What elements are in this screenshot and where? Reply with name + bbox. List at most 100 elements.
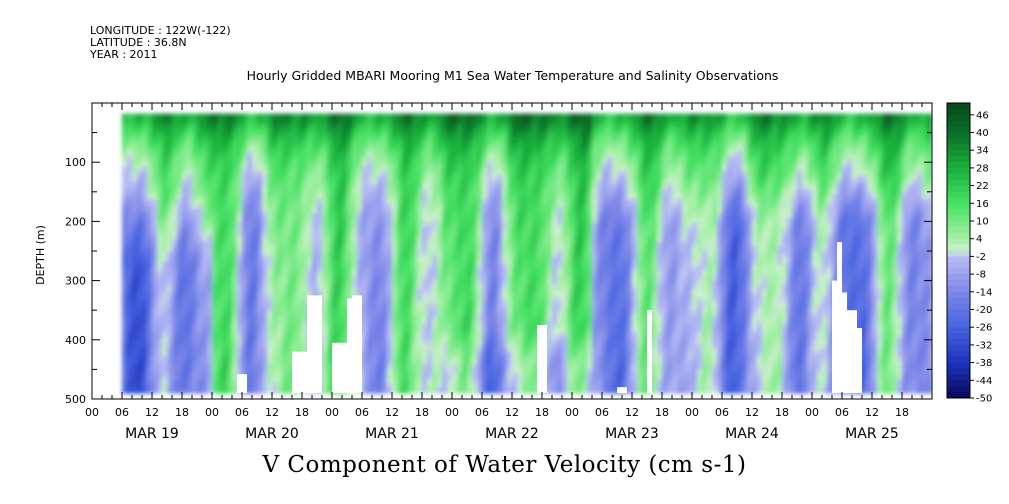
- heatmap-cell: [532, 326, 538, 333]
- heatmap-cell: [362, 184, 368, 191]
- heatmap-cell: [437, 113, 443, 119]
- heatmap-cell: [462, 255, 468, 262]
- heatmap-cell: [162, 284, 168, 290]
- heatmap-cell: [482, 194, 488, 200]
- heatmap-cell: [247, 222, 253, 228]
- heatmap-cell: [172, 213, 178, 219]
- heatmap-cell: [182, 189, 188, 195]
- heatmap-cell: [517, 255, 523, 262]
- heatmap-cell: [472, 378, 478, 385]
- heatmap-cell: [237, 132, 243, 138]
- heatmap-cell: [162, 198, 168, 205]
- heatmap-cell: [322, 227, 328, 233]
- heatmap-cell: [177, 345, 183, 352]
- heatmap-cell: [412, 151, 418, 157]
- heatmap-cell: [477, 137, 483, 143]
- heatmap-cell: [217, 374, 223, 380]
- heatmap-cell: [247, 123, 253, 129]
- heatmap-cell: [292, 251, 298, 257]
- heatmap-cell: [137, 255, 143, 262]
- heatmap-cell: [417, 113, 423, 119]
- heatmap-cell: [277, 326, 283, 333]
- heatmap-cell: [277, 246, 283, 252]
- heatmap-cell: [137, 298, 143, 304]
- heatmap-cell: [432, 303, 438, 309]
- heatmap-cell: [317, 236, 323, 243]
- heatmap-cell: [277, 284, 283, 290]
- heatmap-cell: [242, 203, 248, 209]
- heatmap-cell: [267, 274, 273, 281]
- heatmap-cell: [262, 307, 268, 314]
- heatmap-cell: [222, 284, 228, 290]
- heatmap-cell: [502, 336, 508, 342]
- heatmap-cell: [372, 203, 378, 209]
- heatmap-cell: [297, 274, 303, 281]
- heatmap-cell: [402, 364, 408, 370]
- heatmap-cell: [162, 123, 168, 129]
- heatmap-cell: [127, 146, 133, 153]
- heatmap-cell: [232, 142, 238, 148]
- heatmap-cell: [122, 312, 128, 318]
- heatmap-cell: [397, 127, 403, 134]
- heatmap-cell: [387, 113, 393, 119]
- heatmap-cell: [367, 246, 373, 252]
- heatmap-cell: [222, 189, 228, 195]
- heatmap-cell: [292, 132, 298, 138]
- heatmap-cell: [177, 326, 183, 333]
- heatmap-cell: [422, 156, 428, 162]
- heatmap-cell: [392, 189, 398, 195]
- heatmap-cell: [382, 179, 388, 186]
- heatmap-cell: [227, 184, 233, 191]
- heatmap-cell: [512, 161, 518, 167]
- heatmap-cell: [337, 317, 343, 323]
- heatmap-cell: [382, 137, 388, 143]
- heatmap-cell: [382, 227, 388, 233]
- heatmap-cell: [147, 345, 153, 352]
- heatmap-cell: [277, 184, 283, 191]
- heatmap-cell: [502, 213, 508, 219]
- heatmap-cell: [337, 165, 343, 172]
- heatmap-cell: [512, 198, 518, 205]
- heatmap-cell: [422, 241, 428, 247]
- heatmap-cell: [152, 189, 158, 195]
- heatmap-cell: [347, 118, 353, 124]
- heatmap-cell: [427, 326, 433, 333]
- heatmap-cell: [507, 364, 513, 370]
- heatmap-cell: [162, 222, 168, 228]
- heatmap-cell: [502, 123, 508, 129]
- heatmap-cell: [537, 279, 543, 285]
- heatmap-cell: [422, 378, 428, 385]
- heatmap-cell: [227, 307, 233, 314]
- heatmap-cell: [242, 260, 248, 266]
- heatmap-cell: [152, 255, 158, 262]
- heatmap-cell: [437, 374, 443, 380]
- heatmap-cell: [297, 293, 303, 299]
- heatmap-cell: [437, 118, 443, 124]
- heatmap-cell: [402, 113, 408, 119]
- heatmap-cell: [337, 293, 343, 299]
- heatmap-cell: [502, 293, 508, 299]
- heatmap-cell: [447, 279, 453, 285]
- heatmap-cell: [527, 345, 533, 352]
- heatmap-cell: [142, 184, 148, 191]
- heatmap-cell: [292, 146, 298, 153]
- heatmap-cell: [157, 322, 163, 328]
- heatmap-cell: [312, 184, 318, 191]
- heatmap-cell: [462, 331, 468, 337]
- heatmap-cell: [292, 142, 298, 148]
- heatmap-cell: [132, 383, 138, 389]
- heatmap-cell: [507, 118, 513, 124]
- heatmap-cell: [182, 165, 188, 172]
- heatmap-cell: [507, 388, 513, 394]
- heatmap-cell: [477, 359, 483, 366]
- heatmap-cell: [407, 123, 413, 129]
- heatmap-cell: [212, 312, 218, 318]
- heatmap-cell: [442, 274, 448, 281]
- heatmap-cell: [457, 184, 463, 191]
- heatmap-cell: [322, 156, 328, 162]
- heatmap-cell: [172, 336, 178, 342]
- heatmap-cell: [307, 208, 313, 214]
- heatmap-cell: [497, 123, 503, 129]
- heatmap-cell: [377, 142, 383, 148]
- heatmap-cell: [122, 369, 128, 375]
